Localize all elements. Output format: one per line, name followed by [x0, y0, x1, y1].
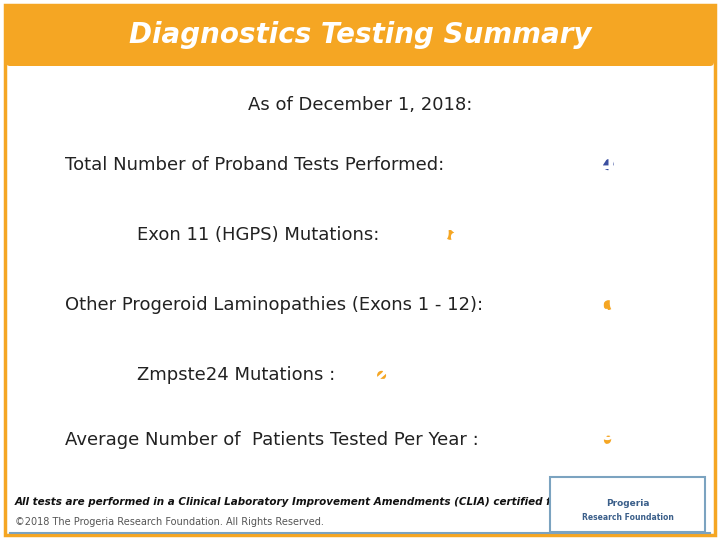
Text: As of December 1, 2018:: As of December 1, 2018:	[248, 96, 472, 114]
Circle shape	[603, 160, 613, 170]
Text: Exon 11 (HGPS) Mutations:: Exon 11 (HGPS) Mutations:	[137, 226, 379, 244]
Text: Other Progeroid Laminopathies (Exons 1 - 12):: Other Progeroid Laminopathies (Exons 1 -…	[65, 296, 483, 314]
Text: ©2018 The Progeria Research Foundation. All Rights Reserved.: ©2018 The Progeria Research Foundation. …	[15, 517, 324, 527]
Circle shape	[378, 372, 385, 379]
Text: 10: 10	[591, 293, 626, 317]
Text: 2: 2	[373, 363, 390, 387]
Circle shape	[605, 436, 612, 444]
Text: Zmpste24 Mutations :: Zmpste24 Mutations :	[137, 366, 335, 384]
Text: Research Foundation: Research Foundation	[582, 514, 673, 523]
Text: 98: 98	[433, 223, 467, 247]
Text: Average Number of  Patients Tested Per Year :: Average Number of Patients Tested Per Ye…	[65, 431, 479, 449]
Text: 9: 9	[600, 428, 617, 452]
FancyBboxPatch shape	[550, 477, 705, 532]
Text: All tests are performed in a Clinical Laboratory Improvement Amendments (CLIA) c: All tests are performed in a Clinical La…	[15, 497, 590, 507]
Text: Total Number of Proband Tests Performed:: Total Number of Proband Tests Performed:	[65, 156, 444, 174]
Circle shape	[446, 231, 454, 239]
Text: 141: 141	[580, 151, 637, 179]
Circle shape	[604, 301, 613, 309]
Text: Progeria: Progeria	[606, 500, 649, 509]
Text: Diagnostics Testing Summary: Diagnostics Testing Summary	[129, 21, 591, 49]
FancyBboxPatch shape	[5, 5, 715, 535]
FancyBboxPatch shape	[6, 4, 714, 66]
